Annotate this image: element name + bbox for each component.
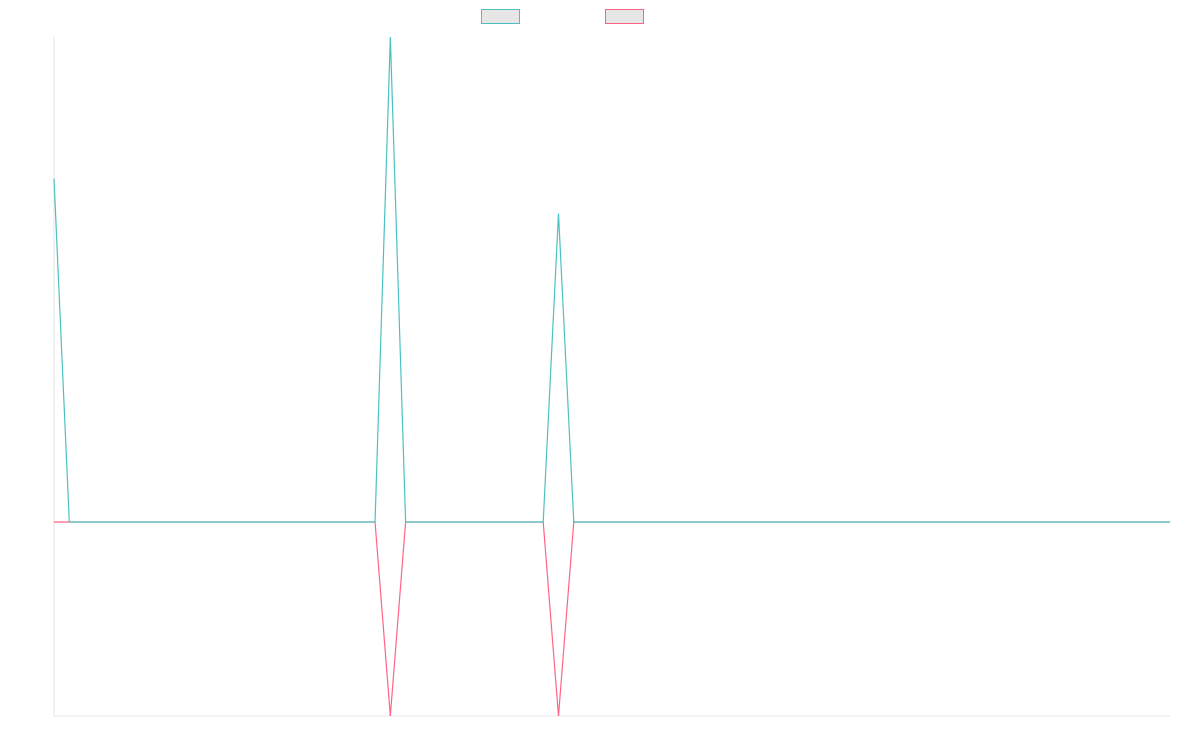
series-line-1 bbox=[53, 36, 1170, 523]
legend-swatch-series-1[interactable] bbox=[481, 9, 520, 24]
legend bbox=[0, 9, 1200, 27]
axes bbox=[53, 37, 1170, 717]
series-line-2 bbox=[54, 521, 1170, 717]
series-layer bbox=[53, 36, 1170, 717]
legend-swatch-series-2[interactable] bbox=[605, 9, 644, 24]
